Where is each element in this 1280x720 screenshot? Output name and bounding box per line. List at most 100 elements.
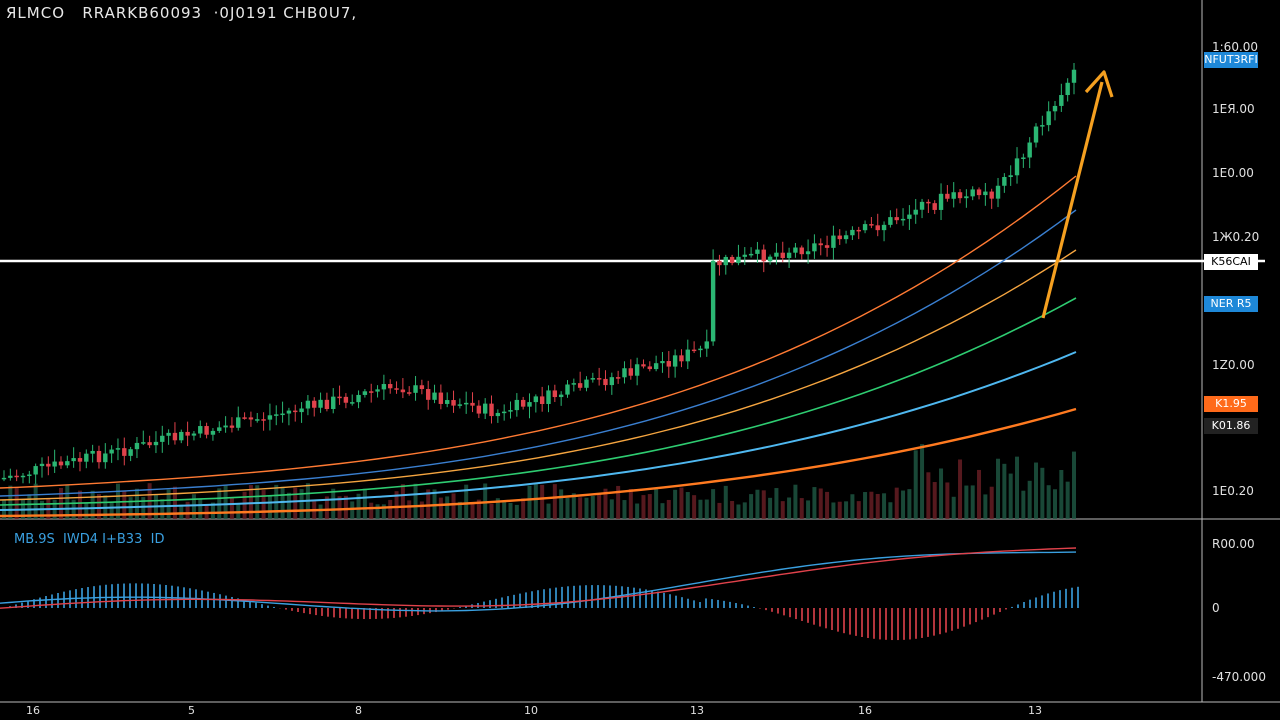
candle-body — [204, 426, 209, 435]
volume-bar — [983, 494, 988, 519]
candle-body — [381, 384, 387, 390]
candle-body — [58, 461, 64, 466]
volume-bar — [369, 502, 374, 519]
candle-body — [685, 349, 690, 362]
candle-body — [331, 396, 336, 409]
symbol-label: ЯLMCO — [6, 4, 66, 22]
candle-body — [970, 189, 975, 197]
candle-body — [1008, 175, 1013, 177]
candle-body — [704, 341, 709, 349]
volume-bar — [229, 497, 234, 519]
volume-bar — [33, 483, 38, 519]
candle-body — [343, 396, 349, 403]
volume-bar — [502, 500, 507, 519]
volume-bar — [172, 486, 177, 519]
volume-bar — [324, 496, 329, 519]
candle-body — [255, 419, 260, 421]
candle-body — [185, 431, 190, 436]
volume-bar — [926, 472, 931, 519]
candle-body — [318, 399, 323, 408]
volume-bar — [654, 487, 659, 519]
volume-bar — [761, 490, 766, 519]
candle-body — [926, 201, 931, 204]
volume-bar — [381, 504, 386, 519]
candle-body — [710, 260, 716, 342]
volume-bar — [109, 502, 114, 519]
volume-bar — [407, 500, 412, 519]
volume-bar — [831, 502, 836, 519]
candle-body — [369, 391, 374, 393]
volume-bar — [989, 486, 994, 519]
candle-body — [286, 410, 292, 414]
volume-bar — [476, 499, 481, 519]
macd-header: MB.9S IWD4 I+B33 ID — [14, 532, 165, 547]
volume-bar — [692, 495, 697, 519]
volume-bar — [1027, 480, 1032, 519]
candle-body — [1052, 105, 1058, 112]
volume-bar — [388, 499, 393, 519]
volume-bar — [945, 482, 950, 519]
volume-bar — [970, 485, 975, 519]
time-tick-label: 16 — [26, 704, 40, 717]
candle-body — [128, 449, 133, 456]
volume-bar — [951, 496, 956, 519]
volume-bar — [96, 494, 101, 519]
volume-bar — [210, 502, 215, 519]
signal-line — [0, 547, 1077, 609]
chart-header: ЯLMCO RRARKB60093 ·0J0191 CHB0U7, — [6, 4, 357, 22]
candle-body — [995, 185, 1001, 199]
candle-body — [20, 475, 26, 478]
volume-bar — [590, 495, 595, 519]
candle-body — [767, 256, 773, 262]
volume-bar — [299, 489, 304, 519]
candle-body — [539, 396, 545, 405]
candle-body — [432, 392, 437, 400]
volume-bar — [1065, 481, 1070, 519]
candle-body — [577, 383, 583, 388]
header-info: RRARKB60093 ·0J0191 CHB0U7, — [82, 4, 358, 22]
candle-body — [609, 377, 615, 386]
axis-tick-label: -470.000 — [1212, 670, 1266, 684]
volume-bar — [736, 504, 741, 519]
volume-bar — [343, 495, 348, 519]
time-tick-label: 13 — [1028, 704, 1042, 717]
volume-bar — [267, 495, 272, 519]
candle-body — [774, 252, 779, 257]
candle-body — [723, 256, 728, 266]
candle-body — [913, 209, 918, 215]
price-tag: NER R5 — [1204, 296, 1258, 312]
candle-body — [742, 254, 747, 257]
volume-bar — [27, 494, 32, 519]
candle-body — [96, 450, 102, 463]
candle-body — [274, 414, 279, 416]
candle-body — [463, 402, 469, 405]
candle-body — [508, 410, 513, 412]
ema-line-blue — [0, 209, 1077, 497]
volume-bar — [894, 487, 899, 519]
candle-body — [160, 435, 165, 442]
candle-body — [457, 404, 463, 406]
candle-body — [419, 385, 425, 390]
candle-body — [242, 417, 247, 419]
candle-body — [229, 425, 235, 428]
volume-bar — [647, 494, 652, 519]
candle-body — [520, 399, 526, 407]
volume-bar — [964, 485, 969, 519]
candle-body — [280, 413, 285, 416]
candle-body — [109, 449, 114, 454]
candle-body — [951, 192, 956, 199]
candle-body — [837, 235, 842, 240]
candle-body — [1040, 125, 1045, 127]
volume-bar — [84, 503, 89, 519]
candle-body — [84, 453, 89, 462]
volume-bar — [8, 485, 13, 519]
candle-body — [489, 403, 494, 417]
volume-bar — [419, 501, 424, 519]
volume-bar — [799, 498, 804, 519]
candle-body — [90, 450, 95, 454]
candle-body — [780, 252, 785, 258]
volume-bar — [780, 501, 785, 519]
candle-body — [869, 224, 874, 226]
candle-body — [691, 349, 697, 352]
